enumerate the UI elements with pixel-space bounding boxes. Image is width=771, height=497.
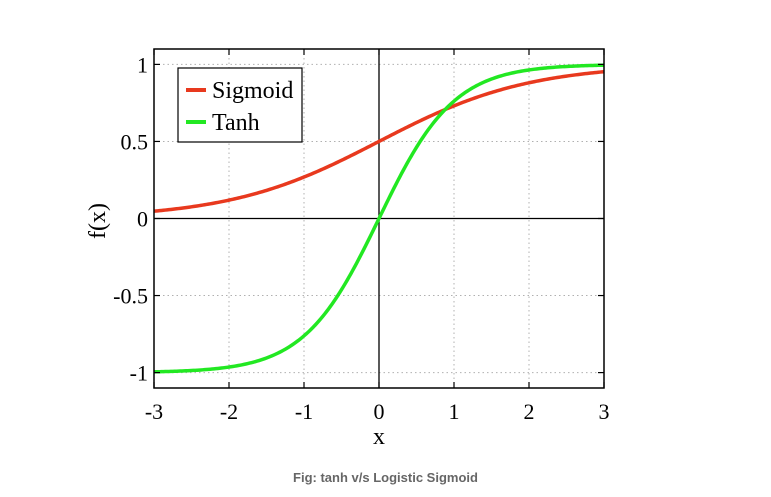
x-tick-label: -3	[145, 399, 163, 424]
tick-marks	[153, 49, 605, 388]
legend-label-tanh: Tanh	[212, 110, 260, 136]
series-line-sigmoid	[153, 69, 605, 213]
legend-label-sigmoid: Sigmoid	[212, 78, 293, 104]
x-axis-label: x	[373, 424, 385, 450]
legend-box	[177, 67, 303, 143]
legend: Sigmoid Tanh	[177, 67, 303, 143]
y-axis-label: f(x)	[85, 203, 111, 239]
y-tick-label: -1	[130, 361, 148, 386]
x-tick-label: 0	[374, 399, 385, 424]
y-tick-labels: -1 -0.5 0 0.5 1	[113, 52, 148, 385]
x-tick-label: 1	[449, 399, 460, 424]
x-tick-labels: -3 -2 -1 0 1 2 3	[145, 399, 610, 424]
x-tick-label: -2	[220, 399, 238, 424]
x-tick-label: 2	[524, 399, 535, 424]
y-tick-label: 0	[137, 207, 148, 232]
series-line-tanh	[153, 63, 605, 374]
x-tick-label: -1	[295, 399, 313, 424]
y-tick-label: 1	[137, 52, 148, 77]
x-tick-label: 3	[599, 399, 610, 424]
y-tick-label: 0.5	[121, 129, 149, 154]
series-layer	[153, 63, 605, 374]
figure-caption: Fig: tanh v/s Logistic Sigmoid	[293, 470, 478, 485]
y-tick-label: -0.5	[113, 284, 148, 309]
